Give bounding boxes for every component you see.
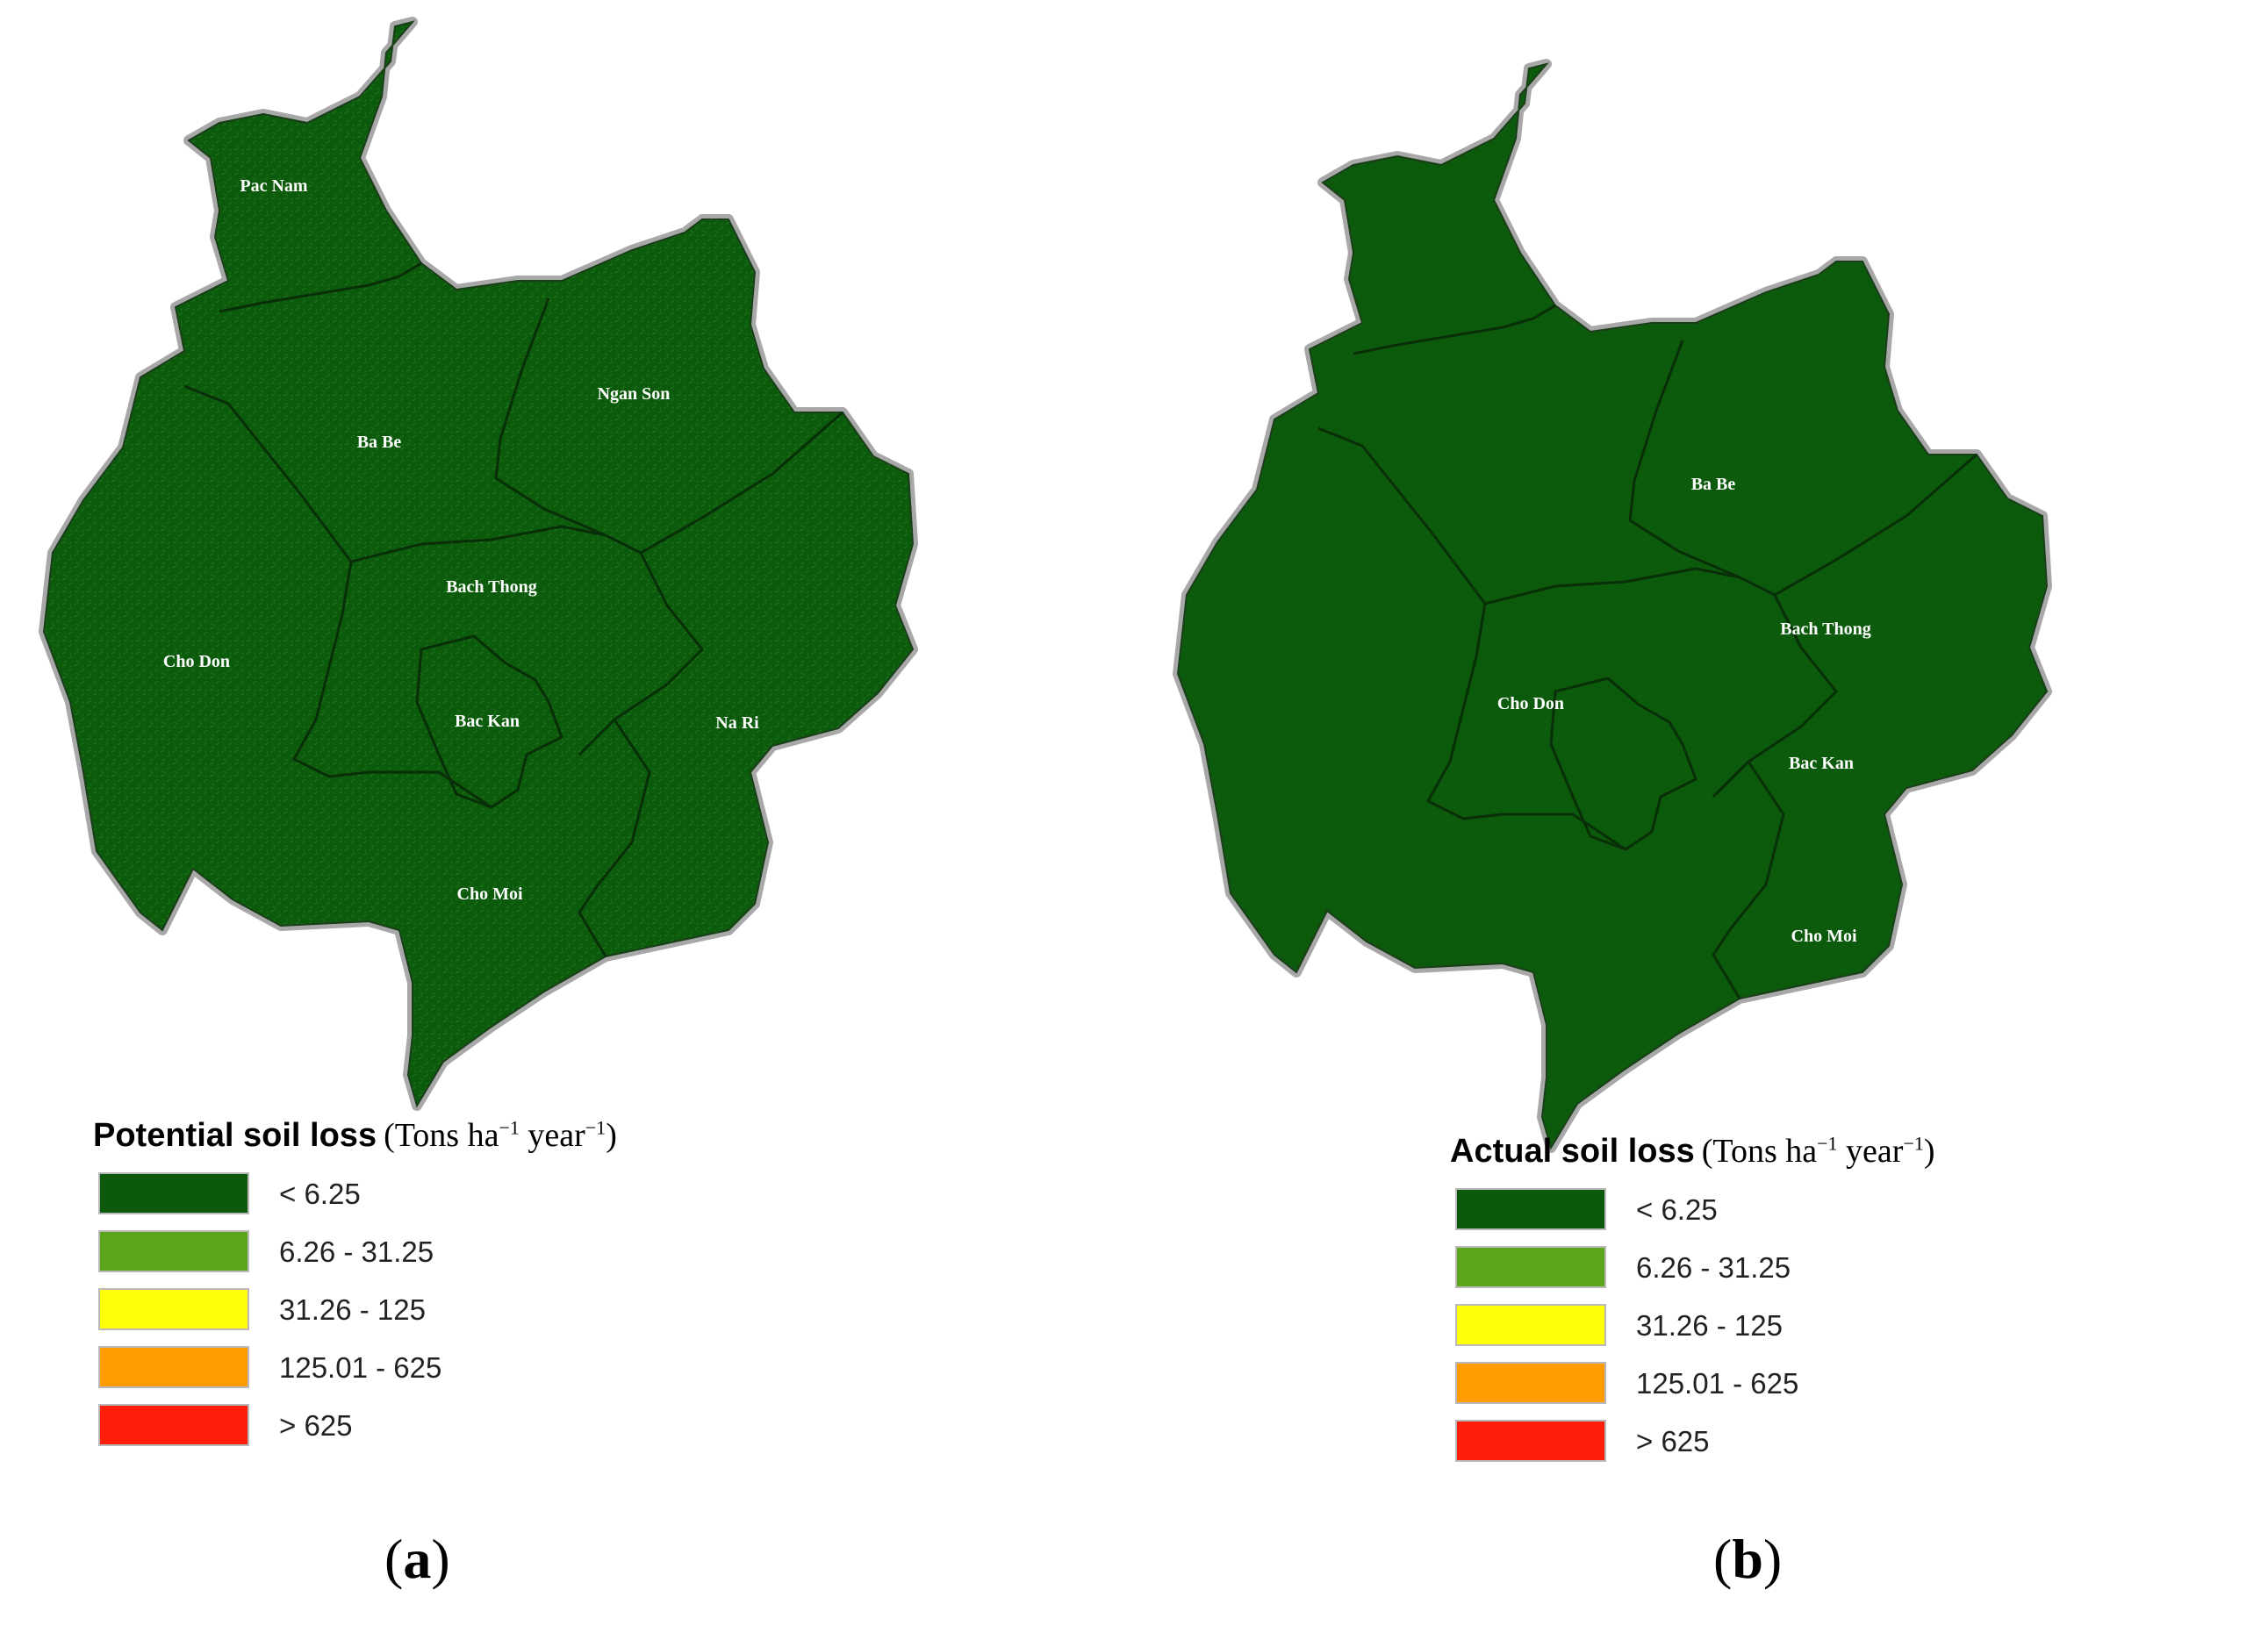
district-label-ba-be: Ba Be [357,433,402,452]
district-label-bach-thong: Bach Thong [446,577,537,597]
legend-label: > 625 [279,1409,353,1442]
district-label-cho-moi: Cho Moi [1791,927,1857,946]
district-label-ngan-son: Ngan Son [598,384,671,404]
legend-label: 125.01 - 625 [1636,1367,1799,1400]
legend: Actual soil loss (Tons ha−1 year−1) < 6.2… [1450,1132,2240,1483]
legend-swatch [1455,1304,1606,1346]
district-label-pac-nam: Pac Nam [1574,218,1642,238]
legend-label: 6.26 - 31.25 [1636,1251,1791,1284]
legend: Potential soil loss (Tons ha−1 year−1) < … [93,1116,883,1467]
district-label-cho-don: Cho Don [1497,694,1564,713]
potential-soil-loss-map: Pac Nam Ba Be Ngan Son Bach Thong Cho Do… [39,17,918,1111]
district-label-bach-thong: Bach Thong [1780,619,1871,639]
legend-swatch [1455,1188,1606,1230]
legend-swatch [98,1288,249,1330]
district-label-cho-moi: Cho Moi [457,884,523,904]
legend-swatch [1455,1246,1606,1288]
legend-title: Actual soil loss (Tons ha−1 year−1) [1450,1132,1935,1171]
district-label-ngan-son: Ngan Son [1932,426,2005,446]
legend-title: Potential soil loss (Tons ha−1 year−1) [93,1116,617,1155]
district-label-ba-be: Ba Be [1691,475,1736,494]
legend-unit: (Tons ha−1 year−1) [384,1116,617,1154]
panel-label-b: (b) [1713,1528,1783,1590]
legend-unit: (Tons ha−1 year−1) [1701,1132,1935,1170]
legend-label: > 625 [1636,1425,1710,1457]
district-label-pac-nam: Pac Nam [240,176,308,196]
district-label-cho-don: Cho Don [163,652,230,671]
district-label-na-ri: Na Ri [2049,756,2093,775]
legend-swatch [1455,1420,1606,1462]
legend-swatch [98,1172,249,1214]
province-area [42,20,915,1108]
district-boundaries [183,261,843,957]
actual-soil-loss-map: Pac Nam Ba Be Ngan Son Bach Thong Cho Do… [1173,59,2093,1153]
district-label-bac-kan: Bac Kan [455,712,520,731]
legend-swatch [98,1404,249,1446]
legend-label: 31.26 - 125 [279,1293,426,1326]
province-area [1176,62,2049,1150]
panel-potential-soil-loss: Pac Nam Ba Be Ngan Son Bach Thong Cho Do… [39,17,918,1590]
district-label-bac-kan: Bac Kan [1789,754,1854,773]
district-boundaries [1317,304,1977,999]
legend-title-text: Potential soil loss [93,1117,377,1154]
legend-label: 125.01 - 625 [279,1351,442,1384]
legend-label: < 6.25 [1636,1193,1718,1226]
legend-swatch [98,1346,249,1388]
legend-label: 6.26 - 31.25 [279,1235,434,1268]
legend-label: < 6.25 [279,1178,361,1210]
legend-title-text: Actual soil loss [1450,1133,1695,1170]
legend-swatch [98,1230,249,1272]
district-label-na-ri: Na Ri [715,713,759,733]
legend-label: 31.26 - 125 [1636,1309,1783,1342]
panel-actual-soil-loss: Pac Nam Ba Be Ngan Son Bach Thong Cho Do… [1134,0,2268,1640]
legend-swatch [1455,1362,1606,1404]
panel-label-a: (a) [384,1528,450,1590]
